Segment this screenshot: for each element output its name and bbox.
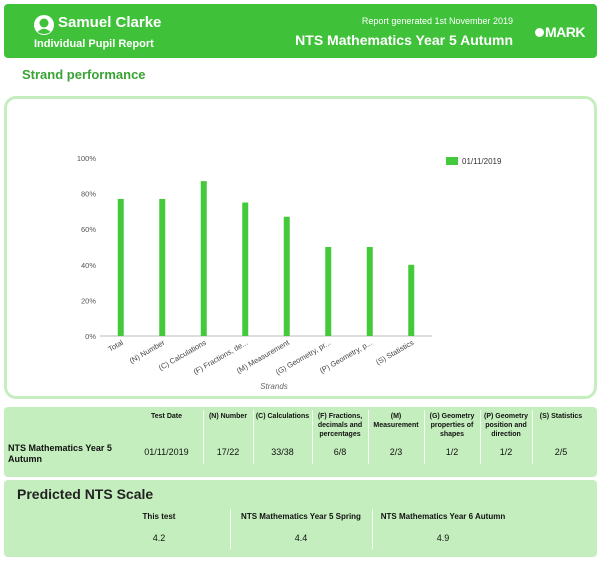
results-cell-value: 01/11/2019 — [144, 447, 189, 457]
results-column-header: (M) Measurement — [373, 413, 419, 429]
strand-chart-panel: 0% 20% 40% 60% 80% 100% Total (N) Number (C) Cal… — [4, 96, 597, 399]
pupil-avatar-icon — [34, 15, 54, 35]
column-divider — [312, 410, 313, 464]
results-cell-value: 1/2 — [445, 447, 459, 457]
results-column-header: (N) Number — [208, 413, 248, 420]
column-divider — [368, 410, 369, 464]
column-divider — [203, 410, 204, 464]
results-cell-value: 2/5 — [554, 447, 568, 457]
column-divider — [230, 509, 231, 549]
results-column-header: (G) Geometry properties of shapes — [429, 413, 475, 438]
column-divider — [480, 410, 481, 464]
y-tick-label: 0% — [85, 332, 96, 341]
test-title: NTS Mathematics Year 5 Autumn — [295, 32, 513, 48]
results-cell-value: 6/8 — [333, 447, 347, 457]
results-cell-value: 17/22 — [216, 447, 240, 457]
mark-logo: MARK — [535, 24, 586, 40]
y-tick-label: 100% — [77, 154, 97, 163]
results-column-header: (C) Calculations — [255, 413, 310, 420]
column-divider — [424, 410, 425, 464]
results-cell-value: 1/2 — [499, 447, 513, 457]
results-row-label: NTS Mathematics Year 5 Autumn — [8, 443, 112, 464]
predicted-value: 4.2 — [152, 533, 166, 543]
y-tick-label: 60% — [81, 225, 96, 234]
results-column-header: (S) Statistics — [539, 413, 583, 420]
logo-text: MARK — [545, 24, 586, 40]
bar-0 — [117, 198, 124, 336]
predicted-column-header: NTS Mathematics Year 5 Spring — [241, 512, 361, 521]
results-cell-value: 33/38 — [271, 447, 294, 457]
x-tick-label: Total — [107, 338, 126, 354]
column-divider — [372, 509, 373, 549]
x-tick-label: (S) Statistics — [374, 338, 415, 367]
legend-swatch — [446, 157, 458, 165]
report-type: Individual Pupil Report — [34, 38, 154, 50]
strand-bar-chart: 0%20%40%60%80%100%Total (N) Number(C) Cal… — [77, 154, 502, 391]
column-divider — [253, 410, 254, 464]
predicted-title: Predicted NTS Scale — [17, 486, 154, 502]
predicted-value: 4.4 — [294, 533, 308, 543]
legend-label: 01/11/2019 — [462, 157, 502, 166]
predicted-value: 4.9 — [436, 533, 450, 543]
report-header: Samuel Clarke Individual Pupil Report Re… — [4, 4, 597, 58]
bar-7 — [408, 264, 415, 336]
predicted-column-header: This test — [142, 512, 176, 521]
results-table — [4, 407, 597, 477]
bar-4 — [283, 216, 290, 336]
x-tick-label: (N) Number — [128, 338, 167, 366]
predicted-column-header: NTS Mathematics Year 6 Autumn — [380, 512, 506, 521]
results-column-header: (F) Fractions, decimals and percentages — [317, 413, 363, 438]
report-generated-date: Report generated 1st November 2019 — [361, 16, 513, 26]
column-divider — [532, 410, 533, 464]
x-axis-title: Strands — [260, 382, 288, 391]
bar-1 — [159, 198, 166, 336]
bar-2 — [200, 181, 207, 336]
section-title: Strand performance — [22, 67, 146, 82]
logo-dot-icon — [535, 28, 544, 37]
results-column-header: (P) Geometry position and direction — [484, 413, 528, 438]
y-tick-label: 20% — [81, 296, 96, 305]
pupil-name: Samuel Clarke — [58, 14, 162, 31]
results-column-header: Test Date — [151, 413, 182, 420]
bar-3 — [242, 202, 249, 336]
predicted-panel — [4, 480, 597, 557]
bar-6 — [366, 247, 373, 336]
results-cell-value: 2/3 — [389, 447, 403, 457]
bar-5 — [325, 247, 332, 336]
y-tick-label: 80% — [81, 190, 96, 199]
y-tick-label: 40% — [81, 261, 96, 270]
